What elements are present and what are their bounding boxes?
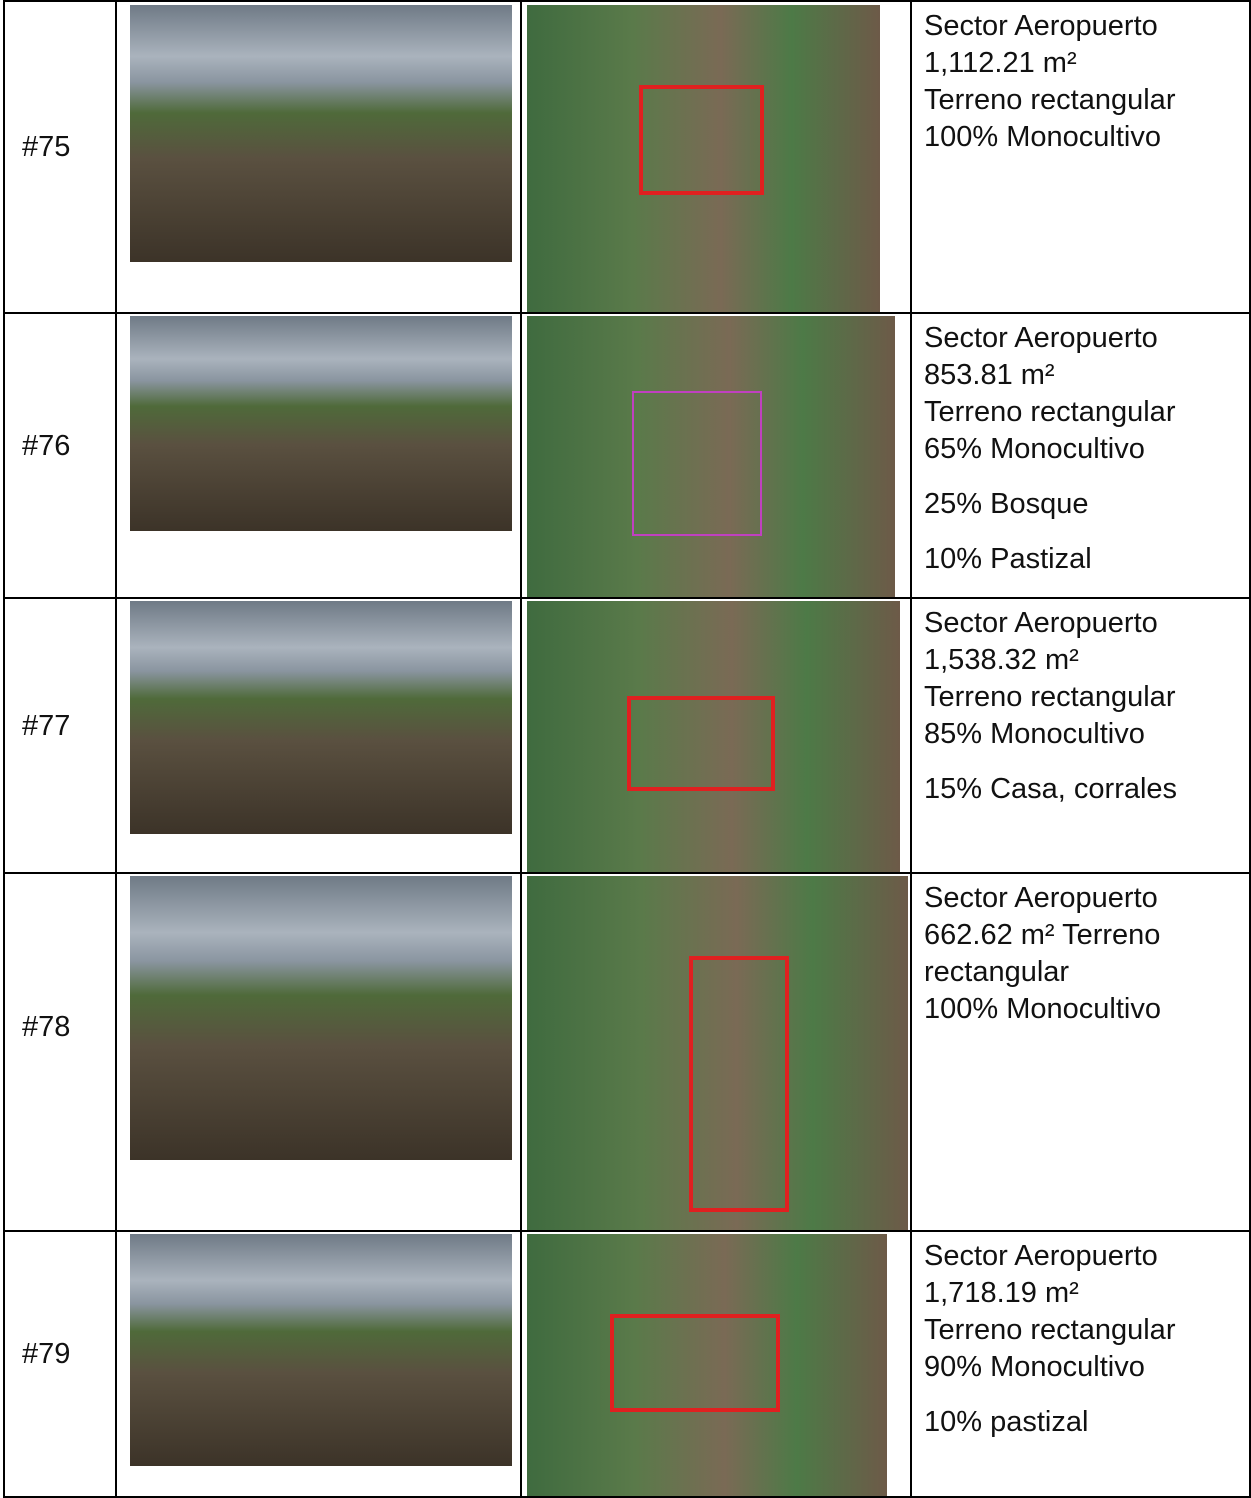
row-id: #76 <box>22 429 71 462</box>
description-line: Terreno rectangular <box>924 84 1176 116</box>
row-id: #79 <box>22 1338 71 1370</box>
description-line: Terreno rectangular <box>924 1314 1176 1346</box>
table-cell <box>520 0 912 314</box>
table-cell <box>115 0 522 314</box>
table-cell <box>520 597 912 874</box>
field-photo <box>130 601 512 834</box>
description-line: 100% Monocultivo <box>924 121 1161 153</box>
description-line: 100% Monocultivo <box>924 993 1161 1025</box>
parcel-description: Sector Aeropuerto 1,718.19 m² Terreno rect… <box>924 1238 1175 1441</box>
description-line: 853.81 m² <box>924 359 1055 391</box>
row-id: #78 <box>22 1011 71 1043</box>
description-line: 90% Monocultivo <box>924 1351 1145 1383</box>
description-line: Sector Aeropuerto <box>924 322 1158 354</box>
description-line: 662.62 m² Terreno <box>924 919 1161 951</box>
table-cell <box>115 872 522 1232</box>
parcel-outline <box>632 391 762 536</box>
parcel-description: Sector Aeropuerto 1,112.21 m² Terreno rect… <box>924 8 1175 156</box>
description-line: 85% Monocultivo <box>924 718 1145 750</box>
table-cell <box>910 0 1251 314</box>
table-cell <box>3 312 117 599</box>
parcel-description: Sector Aeropuerto 853.81 m² Terreno rectan… <box>924 320 1175 578</box>
field-photo <box>130 316 512 531</box>
description-line: 1,538.32 m² <box>924 644 1079 676</box>
parcel-outline <box>627 696 775 791</box>
table-cell <box>910 312 1251 599</box>
table-cell <box>115 312 522 599</box>
satellite-image <box>527 601 900 872</box>
description-line: Terreno rectangular <box>924 396 1176 428</box>
parcel-outline <box>610 1314 780 1412</box>
table-cell <box>520 872 912 1232</box>
description-line: rectangular <box>924 956 1070 988</box>
land-use-line: 10% Pastizal <box>924 543 1092 575</box>
satellite-image <box>527 5 880 312</box>
field-photo <box>130 876 512 1160</box>
row-id: #75 <box>22 131 71 163</box>
satellite-image <box>527 316 895 597</box>
description-line: Sector Aeropuerto <box>924 10 1158 42</box>
row-id: #77 <box>22 709 71 742</box>
description-line: 1,718.19 m² <box>924 1277 1079 1309</box>
table-cell <box>3 597 117 874</box>
parcel-description: Sector Aeropuerto 662.62 m² Terreno rectan… <box>924 880 1161 1028</box>
satellite-image <box>527 1234 887 1496</box>
table-cell <box>910 872 1251 1232</box>
table-cell <box>3 0 117 314</box>
table-cell <box>115 597 522 874</box>
parcel-description: Sector Aeropuerto 1,538.32 m² Terreno rect… <box>924 605 1177 808</box>
description-line: 1,112.21 m² <box>924 47 1077 79</box>
description-line: Sector Aeropuerto <box>924 607 1158 639</box>
field-photo <box>130 1234 512 1466</box>
land-use-line: 25% Bosque <box>924 488 1089 520</box>
description-line: Terreno rectangular <box>924 681 1176 713</box>
parcel-outline <box>689 956 789 1212</box>
description-line: Sector Aeropuerto <box>924 1240 1158 1272</box>
description-line: 65% Monocultivo <box>924 433 1145 465</box>
table-cell <box>910 597 1251 874</box>
parcel-outline <box>639 85 764 195</box>
description-line: Sector Aeropuerto <box>924 882 1158 914</box>
field-photo <box>130 5 512 262</box>
table-cell <box>3 872 117 1232</box>
land-use-line: 10% pastizal <box>924 1406 1089 1438</box>
table-cell <box>520 312 912 599</box>
land-use-line: 15% Casa, corrales <box>924 773 1178 805</box>
satellite-image <box>527 876 908 1230</box>
